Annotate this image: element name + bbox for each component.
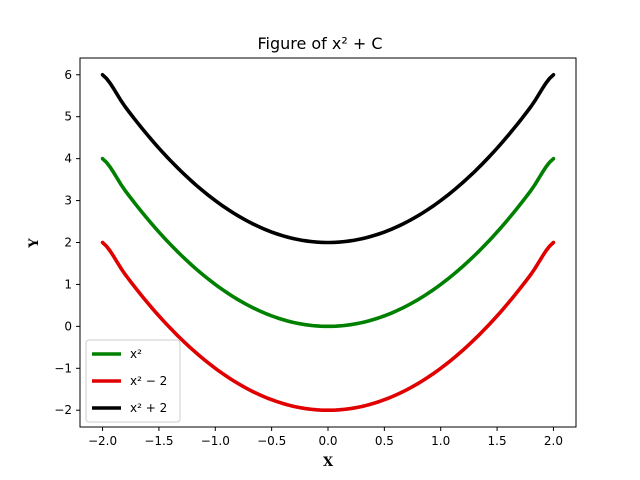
legend-box [85,339,181,423]
series-line [100,72,556,245]
y-tick-label: 3 [64,194,72,208]
x-tick-label: −0.5 [257,434,286,448]
y-tick-label: −2 [54,403,72,417]
legend-label: x² + 2 [130,401,167,415]
x-axis-label: X [323,455,334,470]
y-tick-label: 6 [64,68,72,82]
series-layer [100,72,556,413]
x-axis: −2.0 −1.5 −1.0 −0.5 0.0 0.5 1.0 1.5 2.0 [88,427,563,448]
series-line [100,240,556,413]
series-line [100,156,556,329]
chart-title: Figure of x² + C [257,34,382,53]
x-tick-label: 2.0 [544,434,563,448]
y-axis: −2 −1 0 1 2 3 4 5 6 [54,68,80,417]
legend: x² x² − 2 x² + 2 [85,339,181,423]
y-tick-label: 4 [64,152,72,166]
x-tick-label: 1.0 [431,434,450,448]
legend-label: x² − 2 [130,374,167,388]
y-tick-label: −1 [54,361,72,375]
x-tick-label: −1.5 [144,434,173,448]
y-tick-label: 1 [64,277,72,291]
x-tick-label: 0.0 [318,434,337,448]
y-axis-label: Y [27,238,42,249]
y-tick-label: 2 [64,236,72,250]
x-tick-label: 0.5 [375,434,394,448]
y-tick-label: 5 [64,110,72,124]
x-tick-label: 1.5 [488,434,507,448]
legend-label: x² [130,347,142,361]
y-tick-label: 0 [64,319,72,333]
x-tick-label: −2.0 [88,434,117,448]
x-tick-label: −1.0 [201,434,230,448]
